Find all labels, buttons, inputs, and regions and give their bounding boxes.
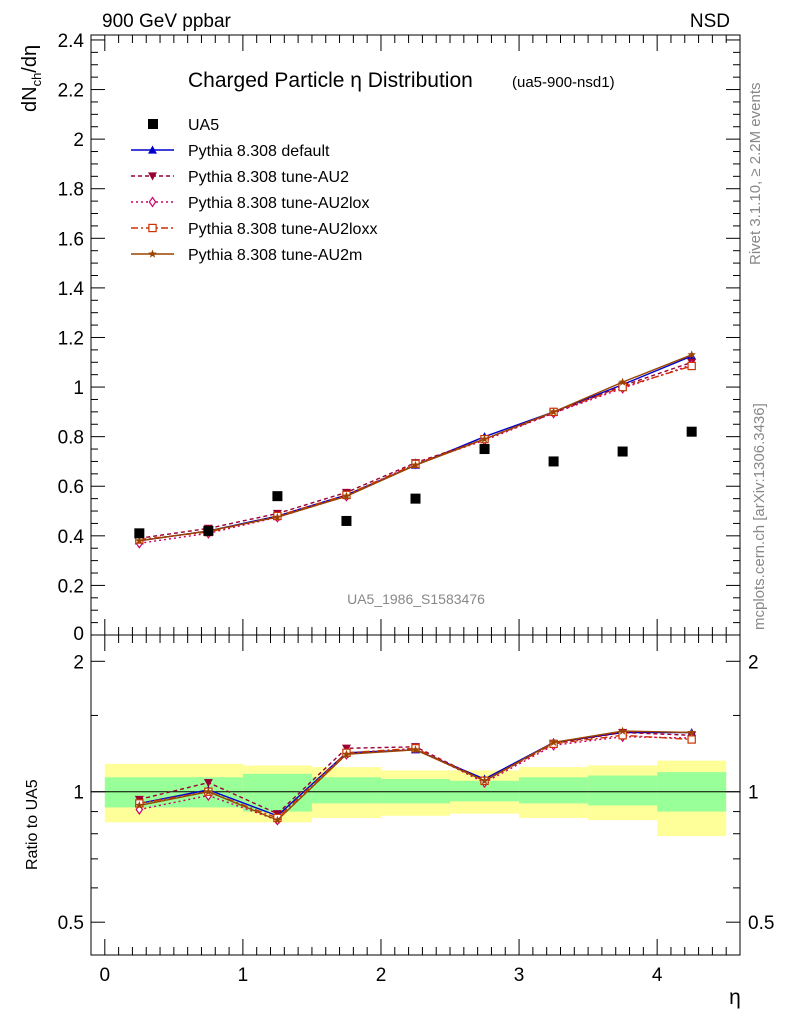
y-tick-label: 0.6 [58,477,84,498]
ratio-point-4 [618,726,627,735]
ratio-y-tick-label-right: 2 [748,652,759,673]
y-tick-label: 1.2 [58,328,84,349]
rivet-label: Rivet 3.1.10, ≥ 2.2M events [747,83,764,266]
legend-marker-2 [148,196,157,208]
main-panel: 0.2 0.4 0.6 0.8 1 1.2 1.4 1.6 1.8 2 2.2 2.4 0 Charge… [19,31,741,645]
ratio-y-tick-label: 2 [73,652,84,673]
legend-label-4: Pythia 8.308 tune-AU2m [188,247,362,264]
y-tick-label: 1.8 [58,180,84,201]
legend-marker-3 [148,223,157,233]
y-tick-label: 0.8 [58,428,84,449]
ratio-point-4 [135,800,144,809]
ratio-y-tick-label: 1 [73,783,84,804]
legend-label-3: Pythia 8.308 tune-AU2loxx [188,221,377,238]
y-tick-label: 0.4 [58,527,85,548]
ua5-data-point [617,446,628,457]
y-tick-label: 2 [73,130,84,151]
y-tick-label: 1.6 [58,229,84,250]
x-tick-label: 0 [100,965,111,986]
uncertainty-band-inner [311,777,381,804]
series-point-4 [411,460,420,469]
ratio-frame [90,634,741,956]
header-left: 900 GeV ppbar [102,11,232,32]
ratio-point-1 [203,778,213,788]
ratio-point-4 [549,737,558,746]
y-tick-label: 0.2 [58,576,84,597]
ratio-point-4 [342,749,351,758]
ratio-point-3 [687,735,696,744]
main-ylabel: dNch/dη [19,45,44,112]
uncertainty-band-inner [450,780,520,802]
series-line-0 [139,355,692,542]
uncertainty-band-inner [242,773,312,812]
y-tick-label: 1 [73,378,84,399]
ratio-y-tick-label: 0.5 [58,913,84,934]
ua5-data-point [134,528,145,539]
x-axis-label: η [729,986,741,1009]
ua5-data-point [272,491,283,502]
series-line-4 [139,354,692,542]
x-tick-label: 4 [652,965,663,986]
ratio-panel: 0.5 0.5 1 1 2 2 0 1 2 3 4 Ratio to UA5 η [24,634,774,1009]
legend-marker-1 [148,172,157,181]
x-tick-label: 3 [514,965,525,986]
main-title: Charged Particle η Distribution [188,69,473,92]
uncertainty-band-inner [519,777,589,804]
series-point-4 [687,350,696,359]
series-point-4 [549,407,558,416]
x-tick-label: 1 [238,965,249,986]
ratio-y-tick-label-right: 1 [748,783,759,804]
series-line-3 [139,365,692,541]
uncertainty-band-inner [380,779,451,804]
ratio-point-4 [204,787,213,796]
y-tick-label: 1.4 [58,279,85,300]
x-tick-label: 2 [376,965,387,986]
mcplots-label: mcplots.cern.ch [arXiv:1306.3436] [751,403,768,630]
ua5-data-point [341,515,352,526]
series-point-4 [342,491,351,500]
legend-label-2: Pythia 8.308 tune-AU2lox [188,195,369,212]
legend: UA5 Pythia 8.308 default Pythia 8.308 tune… [131,117,377,264]
series-point-4 [273,512,282,521]
ua5-data-point [548,456,559,467]
series-point-3 [618,382,627,392]
ua5-data-point [410,493,421,504]
uncertainty-band-inner [588,775,658,806]
series-point-4 [618,377,627,386]
series-point-4 [480,434,489,443]
ratio-point-4 [480,776,489,785]
ratio-ylabel: Ratio to UA5 [24,779,41,870]
legend-marker-ua5 [148,119,158,129]
legend-label-0: Pythia 8.308 default [188,143,330,160]
ratio-point-4 [273,815,282,824]
ua5-data-point [686,426,697,437]
y-tick-label: 2.4 [58,31,85,52]
ratio-point-4 [687,728,696,737]
ratio-line-2 [139,735,692,821]
header-right: NSD [690,11,730,32]
main-watermark: UA5_1986_S1583476 [347,591,485,607]
main-subtitle: (ua5-900-nsd1) [512,74,615,91]
ratio-y-tick-label-right: 0.5 [748,913,774,934]
series-point-3 [687,361,696,371]
legend-marker-4 [148,249,157,258]
series-point-4 [135,536,144,545]
legend-marker-0 [148,145,157,154]
ratio-point-4 [411,745,420,754]
ua5-data-point [203,525,214,536]
y-tick-label: 2.2 [58,81,84,102]
y-tick-label-zero: 0 [73,624,84,645]
ua5-data-point [479,444,490,455]
legend-label-1: Pythia 8.308 tune-AU2 [188,169,349,186]
legend-label-ua5: UA5 [188,117,219,134]
series-line-2 [139,364,692,544]
